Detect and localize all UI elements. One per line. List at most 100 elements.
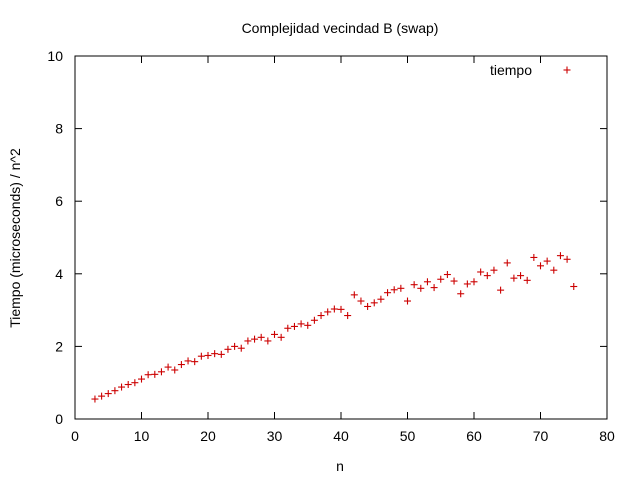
data-point	[430, 284, 438, 292]
x-tick-label: 60	[466, 428, 482, 444]
data-point	[144, 371, 152, 379]
x-axis-label: n	[336, 458, 344, 474]
data-point	[151, 370, 159, 378]
data-point	[164, 363, 172, 371]
x-tick-label: 50	[400, 428, 416, 444]
data-point	[556, 252, 564, 260]
data-point	[370, 299, 378, 307]
data-point	[157, 368, 165, 376]
x-tick-label: 30	[267, 428, 283, 444]
data-point	[537, 262, 544, 270]
y-axis-label: Tiempo (microseconds) / n^2	[7, 148, 23, 328]
data-point	[344, 312, 352, 320]
data-point	[463, 280, 471, 288]
data-point	[330, 305, 338, 313]
data-point	[264, 337, 272, 345]
data-point	[483, 272, 491, 280]
data-point	[497, 286, 505, 294]
data-point	[244, 337, 252, 345]
data-point	[284, 324, 292, 332]
data-point	[231, 342, 239, 350]
data-point	[477, 268, 485, 276]
data-point	[417, 284, 425, 292]
data-point	[543, 257, 551, 265]
data-point	[237, 344, 245, 352]
data-point	[377, 295, 385, 303]
y-tick-label: 8	[55, 121, 63, 137]
y-tick-label: 6	[55, 193, 63, 209]
data-point	[410, 281, 418, 289]
data-point	[530, 253, 538, 261]
x-tick-label: 20	[200, 428, 216, 444]
data-point	[191, 358, 199, 366]
data-point	[350, 291, 358, 299]
data-point	[251, 335, 259, 343]
data-point	[297, 320, 305, 328]
plot-area	[74, 55, 608, 420]
data-point	[290, 322, 298, 330]
data-point	[98, 392, 106, 400]
data-point	[304, 321, 312, 329]
data-point	[118, 383, 126, 391]
data-point	[490, 266, 498, 274]
data-point	[224, 345, 232, 353]
data-point	[124, 381, 132, 389]
data-point	[503, 259, 511, 267]
data-point	[390, 286, 398, 294]
data-point	[277, 333, 285, 341]
data-point	[111, 387, 119, 395]
data-point	[131, 379, 139, 387]
x-tick-label: 40	[333, 428, 349, 444]
data-point	[257, 333, 265, 341]
x-tick-label: 80	[599, 428, 615, 444]
data-point	[457, 290, 465, 298]
data-point	[184, 357, 192, 365]
x-tick-label: 70	[533, 428, 549, 444]
y-tick-label: 2	[55, 338, 63, 354]
data-point	[171, 366, 179, 374]
data-point	[310, 316, 318, 324]
legend: tiempo	[490, 62, 571, 78]
y-axis: 0 2 4 6 8 10	[47, 48, 607, 427]
data-point	[197, 352, 205, 360]
data-point	[211, 350, 219, 358]
data-point	[437, 275, 445, 283]
data-point	[523, 276, 531, 284]
data-point	[550, 266, 558, 274]
data-point	[423, 278, 431, 286]
data-point	[204, 351, 212, 359]
data-point	[364, 302, 372, 310]
data-point	[404, 297, 411, 305]
data-point	[177, 361, 185, 369]
data-point	[324, 308, 332, 316]
x-tick-label: 0	[71, 428, 79, 444]
plot-border	[74, 55, 608, 420]
data-point	[470, 278, 478, 286]
data-point	[510, 274, 518, 282]
data-point	[217, 350, 225, 358]
x-axis: 0 10 20 30 40 50 60 70 80	[71, 56, 615, 444]
data-point	[337, 305, 345, 313]
data-point	[91, 395, 99, 403]
chart-title: Complejidad vecindad B (swap)	[242, 20, 439, 36]
x-tick-label: 10	[134, 428, 150, 444]
data-point	[384, 289, 392, 297]
y-tick-label: 0	[55, 411, 63, 427]
data-point	[443, 271, 451, 279]
data-points	[91, 252, 578, 403]
data-point	[138, 375, 145, 383]
data-point	[570, 283, 578, 291]
legend-marker	[563, 66, 571, 74]
data-point	[517, 272, 525, 280]
data-point	[563, 255, 571, 263]
data-point	[450, 277, 458, 285]
data-point	[397, 284, 405, 292]
y-tick-label: 4	[55, 266, 63, 282]
y-tick-label: 10	[47, 48, 63, 64]
data-point	[271, 330, 278, 338]
data-point	[104, 390, 112, 398]
data-point	[357, 297, 365, 305]
legend-label: tiempo	[490, 62, 532, 78]
